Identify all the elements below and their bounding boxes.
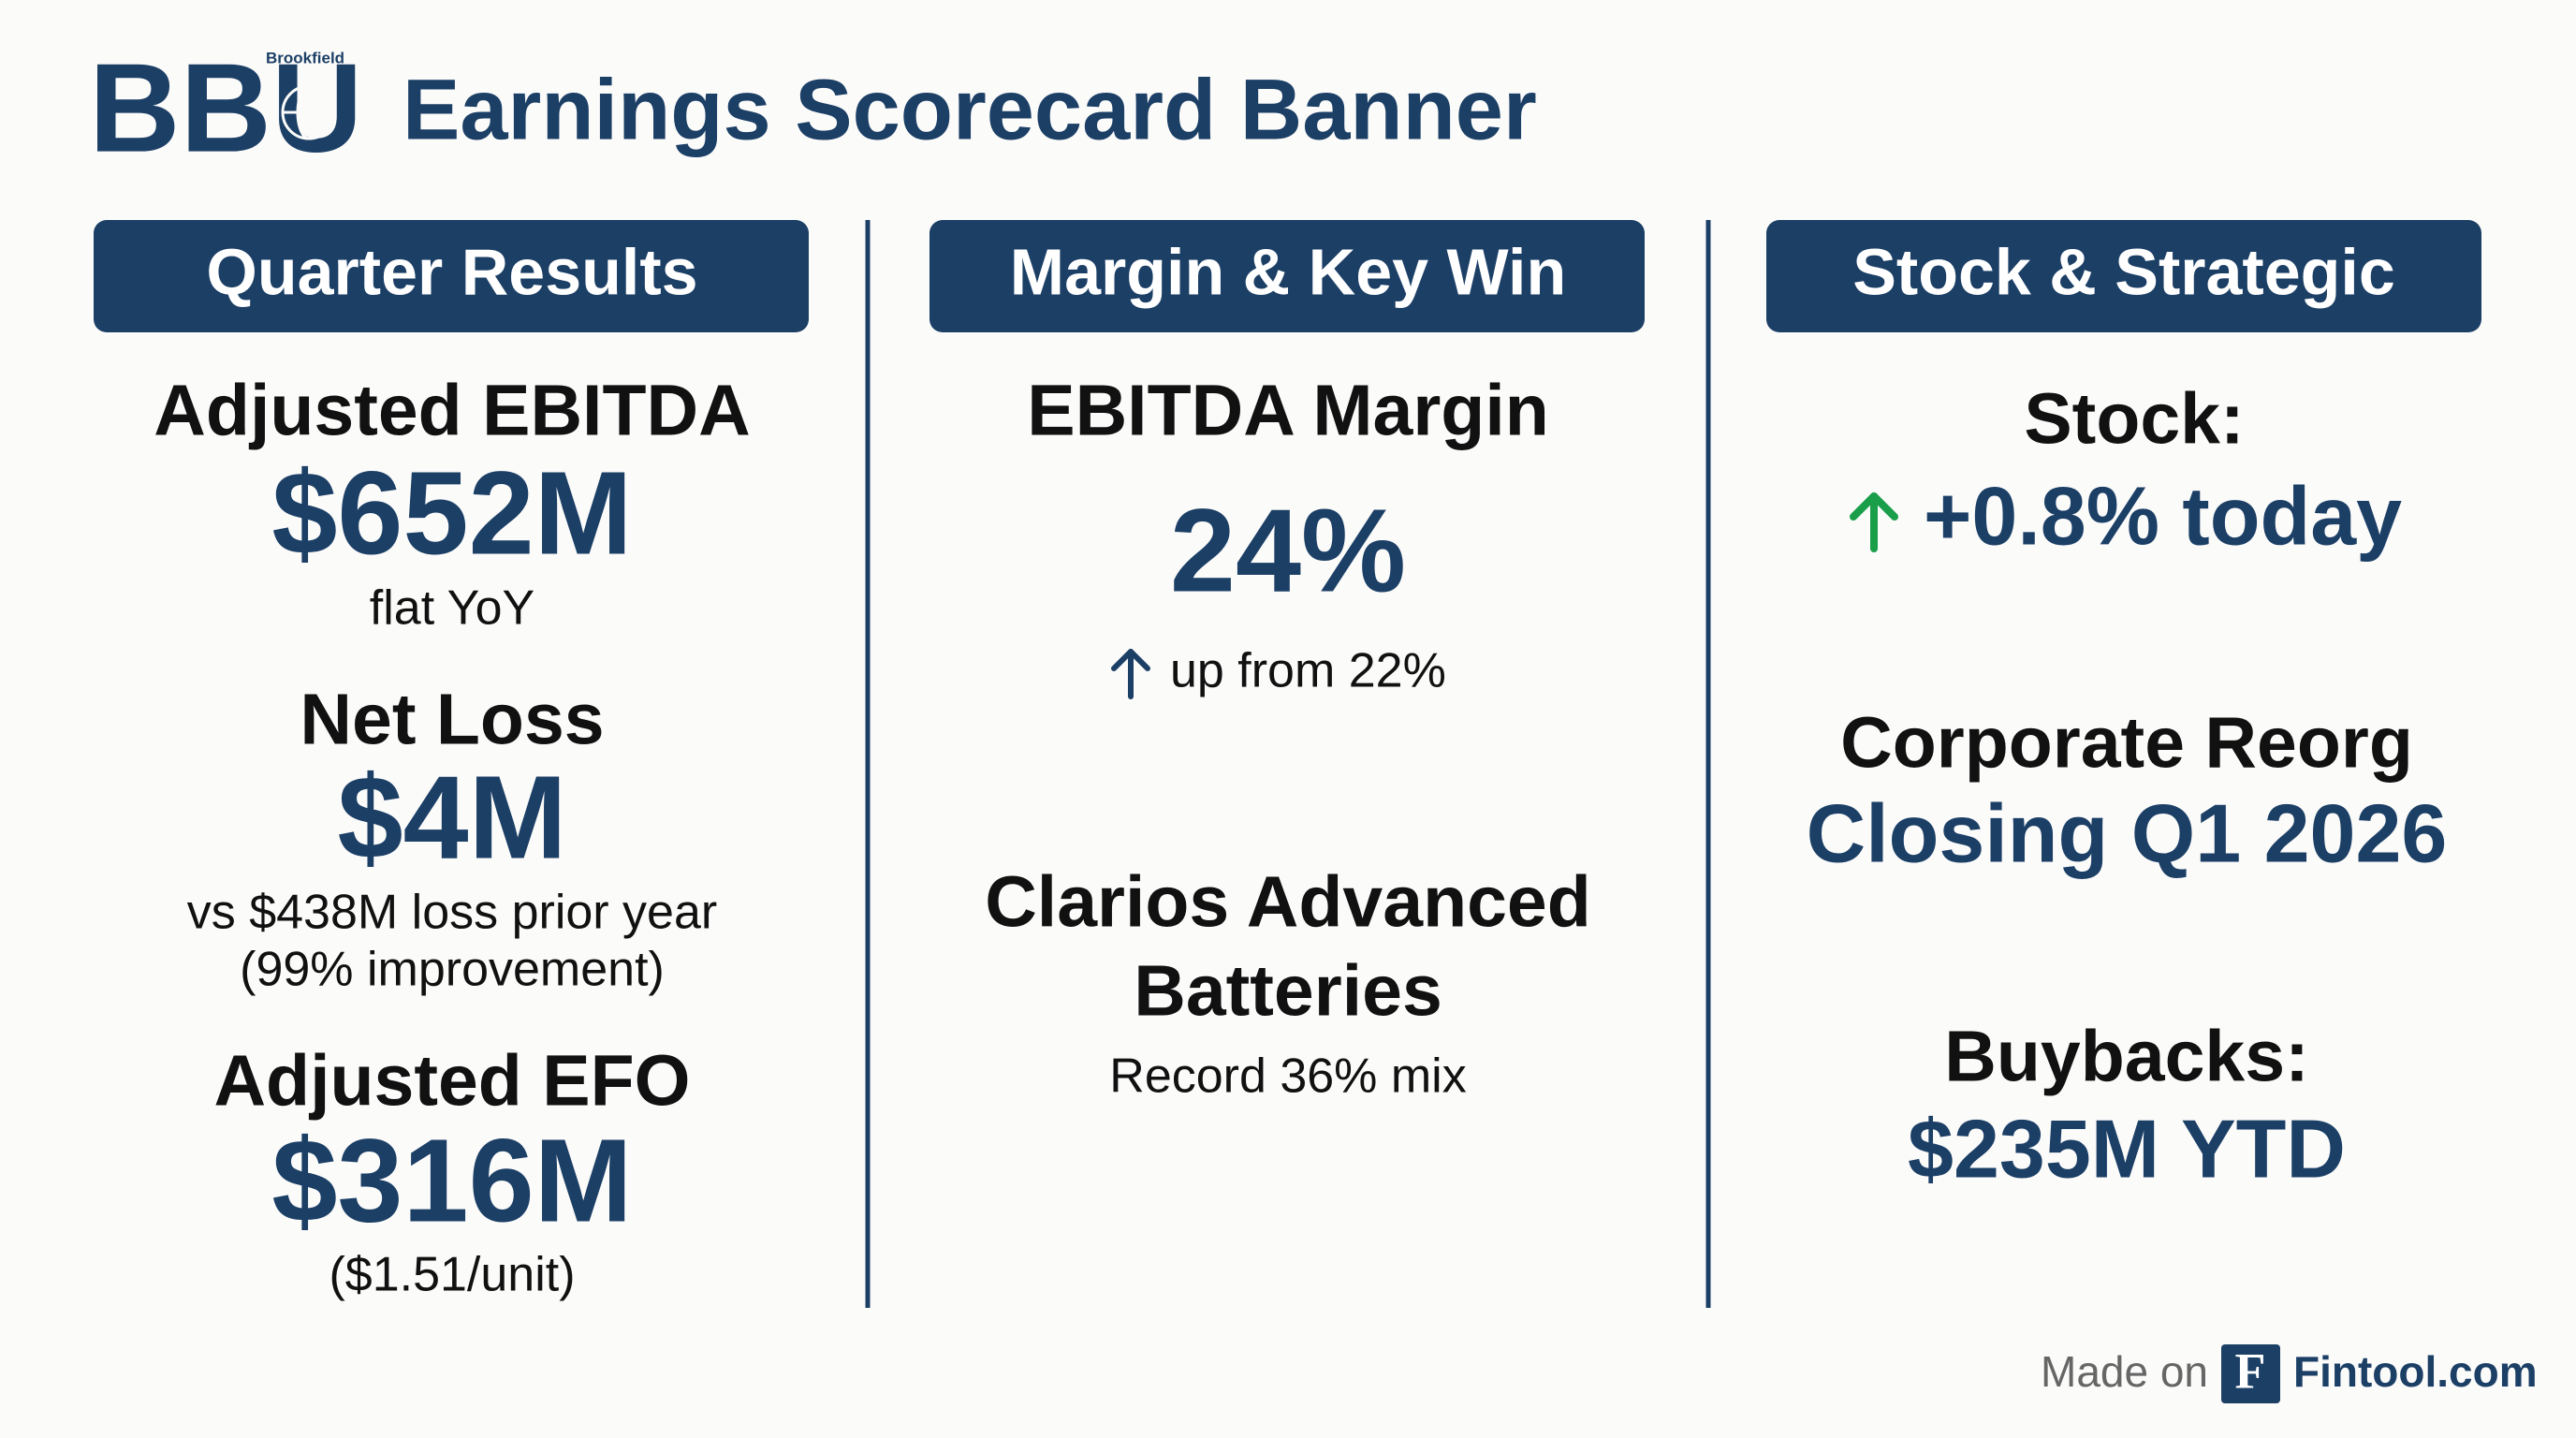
logo-globe — [281, 84, 337, 140]
metric-value: $316M — [271, 1114, 632, 1246]
metric-label: Net Loss — [300, 679, 604, 759]
up-arrow — [1850, 492, 1898, 552]
metric-label: Corporate Reorg — [1840, 702, 2413, 783]
footer-brand: Fintool.com — [2293, 1347, 2538, 1396]
metric-label: Stock: — [2024, 378, 2244, 459]
title: Earnings Scorecard Banner — [402, 62, 1537, 157]
metric-label: Adjusted EBITDA — [154, 370, 750, 450]
heading-box — [94, 220, 809, 332]
heading-box — [1766, 220, 2481, 332]
footer-text: Made on — [2041, 1347, 2208, 1396]
metric-value: +0.8% today — [1924, 469, 2402, 562]
metric-note: (99% improvement) — [240, 943, 665, 997]
heading-box — [929, 220, 1645, 332]
footer-icon: F — [2235, 1343, 2266, 1399]
footer-icon-box — [2221, 1344, 2280, 1403]
metric-label: Adjusted EFO — [213, 1040, 690, 1121]
up-arrow — [1111, 649, 1150, 699]
metric-label: Clarios Advanced — [985, 861, 1591, 942]
metric-value: $235M YTD — [1908, 1102, 2346, 1195]
metric-value: $652M — [271, 447, 632, 579]
metric-note: vs $438M loss prior year — [187, 886, 717, 940]
logo-brand: Brookfield — [266, 49, 344, 66]
metric-note: flat YoY — [370, 581, 534, 636]
column-heading: Margin & Key Win — [1010, 235, 1566, 308]
column-heading: Stock & Strategic — [1852, 235, 2395, 308]
metric-label: Buybacks: — [1944, 1016, 2308, 1096]
logo: BBU — [89, 37, 362, 179]
metric-label: EBITDA Margin — [1027, 370, 1549, 450]
metric-note: up from 22% — [1170, 644, 1446, 698]
metric-note: ($1.51/unit) — [329, 1248, 575, 1302]
metric-value: $4M — [337, 751, 566, 883]
metric-value: Closing Q1 2026 — [1807, 786, 2448, 879]
metric-note: Record 36% mix — [1109, 1049, 1466, 1104]
metric-label: Batteries — [1134, 950, 1442, 1031]
metric-value: 24% — [1170, 484, 1406, 616]
column-heading: Quarter Results — [206, 235, 697, 308]
